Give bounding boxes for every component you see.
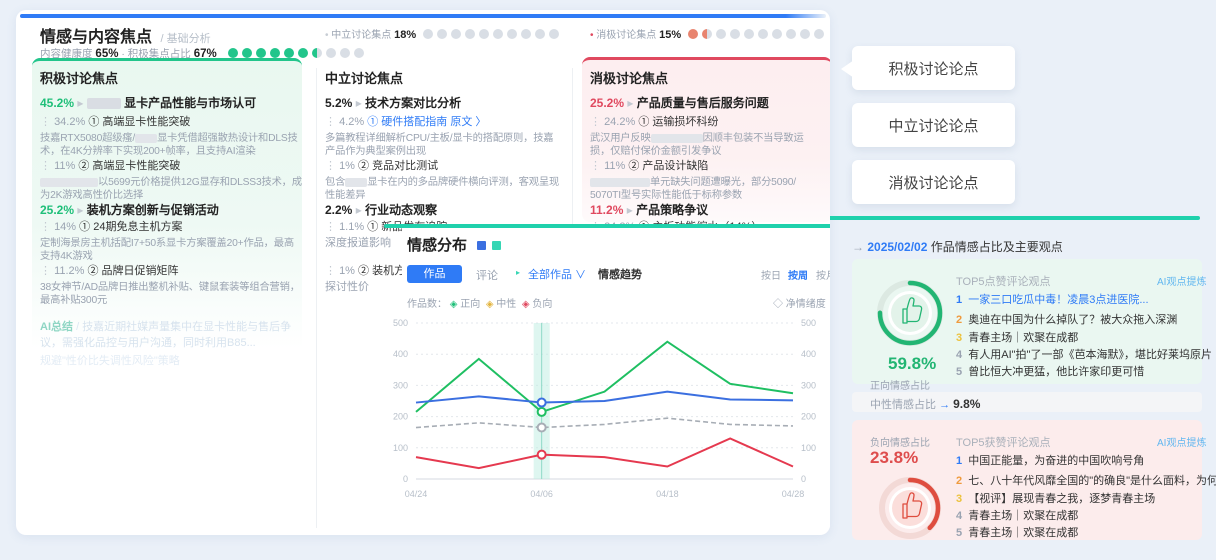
- svg-text:100: 100: [393, 443, 408, 453]
- svg-text:100: 100: [801, 443, 816, 453]
- svg-text:200: 200: [801, 412, 816, 422]
- svg-text:200: 200: [393, 412, 408, 422]
- svg-text:500: 500: [393, 318, 408, 328]
- svg-text:300: 300: [801, 380, 816, 390]
- svg-text:500: 500: [801, 318, 816, 328]
- svg-text:400: 400: [801, 349, 816, 359]
- svg-text:04/28: 04/28: [782, 489, 805, 499]
- svg-text:300: 300: [393, 380, 408, 390]
- svg-text:04/24: 04/24: [405, 489, 428, 499]
- svg-text:400: 400: [393, 349, 408, 359]
- svg-text:04/18: 04/18: [656, 489, 679, 499]
- svg-text:0: 0: [403, 474, 408, 484]
- svg-text:04/06: 04/06: [530, 489, 553, 499]
- svg-text:0: 0: [801, 474, 806, 484]
